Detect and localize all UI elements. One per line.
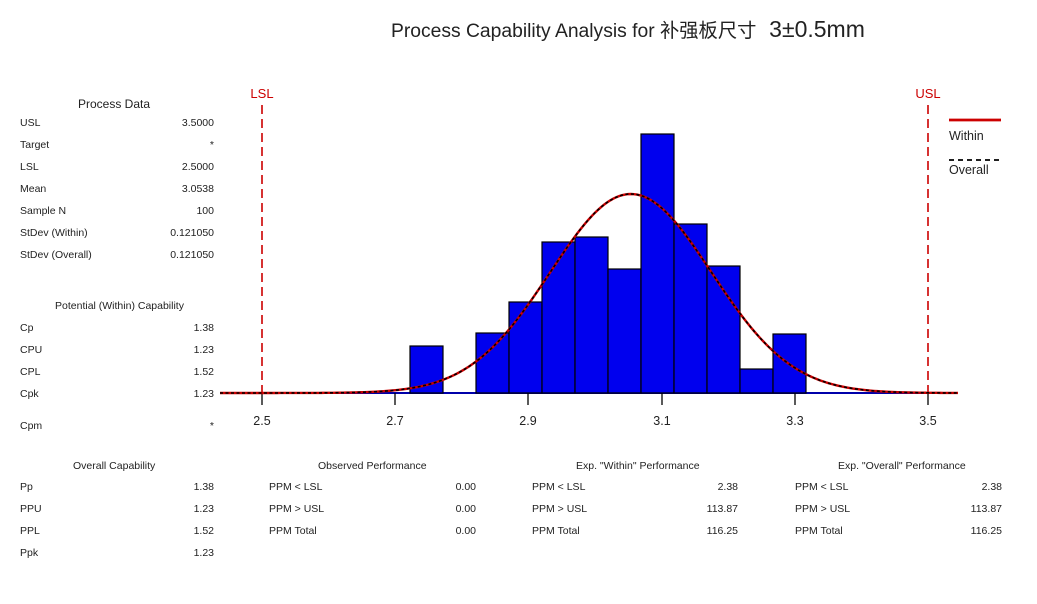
- svg-text:LSL: LSL: [250, 86, 273, 101]
- svg-text:2.5: 2.5: [253, 414, 270, 428]
- svg-text:2.9: 2.9: [519, 414, 536, 428]
- svg-text:2.7: 2.7: [386, 414, 403, 428]
- svg-text:Within: Within: [949, 129, 984, 143]
- svg-text:USL: USL: [915, 86, 940, 101]
- svg-text:3.3: 3.3: [786, 414, 803, 428]
- svg-text:Overall: Overall: [949, 163, 989, 177]
- svg-text:3.1: 3.1: [653, 414, 670, 428]
- svg-text:3.5: 3.5: [919, 414, 936, 428]
